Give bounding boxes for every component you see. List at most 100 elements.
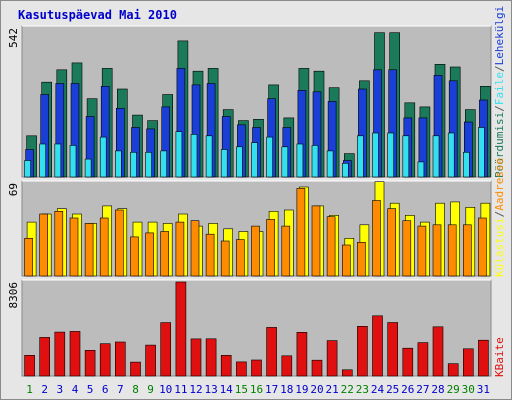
x-tick-label-day-17: 17 bbox=[265, 383, 278, 396]
bar-kbytes-day-13 bbox=[205, 338, 217, 377]
bar-files-day-13 bbox=[205, 135, 213, 178]
x-tick-label-day-14: 14 bbox=[220, 383, 234, 396]
bar-files-day-6 bbox=[99, 136, 107, 178]
bar-files-day-23 bbox=[357, 135, 364, 178]
x-tick-label-day-9: 9 bbox=[147, 383, 154, 396]
bar-sites-day-30 bbox=[462, 224, 472, 277]
x-tick-label-day-20: 20 bbox=[310, 383, 323, 396]
legend-top: Pöördumisi/Faile/Lehekülgi bbox=[493, 6, 506, 178]
bar-sites-day-31 bbox=[478, 217, 487, 277]
bar-kbytes-day-11 bbox=[175, 281, 187, 377]
bar-files-day-28 bbox=[432, 135, 440, 178]
bar-files-day-1 bbox=[24, 160, 31, 178]
x-tick-label-day-26: 26 bbox=[401, 383, 414, 396]
bar-kbytes-day-4 bbox=[69, 331, 81, 377]
bar-sites-day-6 bbox=[99, 217, 109, 277]
bar-files-day-30 bbox=[462, 152, 470, 178]
bar-sites-day-2 bbox=[39, 213, 49, 277]
bar-kbytes-day-8 bbox=[130, 361, 141, 377]
bar-kbytes-day-21 bbox=[326, 340, 338, 377]
bar-files-day-31 bbox=[478, 127, 485, 178]
bar-kbytes-day-5 bbox=[84, 349, 96, 377]
bar-files-day-19 bbox=[296, 143, 304, 178]
bar-sites-day-12 bbox=[190, 220, 200, 277]
bar-files-day-11 bbox=[175, 131, 183, 178]
bar-files-day-14 bbox=[220, 149, 228, 178]
bar-sites-day-26 bbox=[402, 220, 412, 277]
legend-item: Pöördumisi bbox=[493, 112, 506, 178]
bar-files-day-12 bbox=[190, 134, 198, 178]
x-tick-label-day-29: 29 bbox=[447, 383, 460, 396]
x-tick-label-day-12: 12 bbox=[189, 383, 202, 396]
bar-sites-day-8 bbox=[130, 236, 139, 277]
bar-files-day-5 bbox=[84, 158, 92, 178]
bar-sites-day-29 bbox=[447, 224, 457, 277]
bar-kbytes-day-26 bbox=[402, 347, 414, 377]
bar-files-day-10 bbox=[160, 150, 167, 178]
x-tick-label-day-27: 27 bbox=[416, 383, 429, 396]
x-tick-label-day-18: 18 bbox=[280, 383, 293, 396]
bar-files-day-29 bbox=[447, 132, 455, 178]
bar-files-day-3 bbox=[54, 143, 62, 178]
bar-kbytes-day-20 bbox=[311, 359, 323, 377]
bar-kbytes-day-15 bbox=[236, 361, 247, 377]
bar-kbytes-day-17 bbox=[266, 327, 277, 377]
bar-sites-day-15 bbox=[236, 239, 245, 277]
bar-sites-day-14 bbox=[220, 240, 230, 277]
bar-kbytes-day-27 bbox=[417, 342, 429, 377]
bar-kbytes-day-24 bbox=[372, 315, 383, 377]
bar-files-day-15 bbox=[236, 146, 243, 178]
bar-kbytes-day-30 bbox=[462, 348, 474, 377]
bar-kbytes-day-19 bbox=[296, 331, 308, 377]
legend-item: Lehekülgi bbox=[493, 6, 506, 66]
bar-files-day-22 bbox=[341, 163, 349, 178]
bar-sites-day-28 bbox=[432, 224, 442, 277]
bar-sites-day-13 bbox=[205, 233, 215, 277]
bar-sites-day-22 bbox=[341, 244, 351, 277]
legend-item: KBaite bbox=[493, 337, 506, 377]
chart-title: Kasutuspäevad Mai 2010 bbox=[18, 8, 177, 22]
bar-sites-day-16 bbox=[251, 225, 260, 277]
x-tick-label-day-21: 21 bbox=[325, 383, 338, 396]
bar-files-day-27 bbox=[417, 161, 425, 178]
x-tick-label-day-25: 25 bbox=[386, 383, 399, 396]
y-max-label-2: 69 bbox=[7, 183, 20, 196]
x-tick-label-day-31: 31 bbox=[477, 383, 490, 396]
bar-sites-day-27 bbox=[417, 225, 427, 277]
bar-kbytes-day-16 bbox=[251, 359, 262, 377]
bar-kbytes-day-22 bbox=[341, 369, 353, 377]
bar-files-day-20 bbox=[311, 145, 319, 178]
bar-sites-day-19 bbox=[296, 188, 306, 277]
bar-files-day-18 bbox=[281, 146, 289, 178]
x-tick-label-day-6: 6 bbox=[102, 383, 109, 396]
bar-kbytes-day-3 bbox=[54, 331, 66, 377]
bar-kbytes-day-6 bbox=[99, 343, 111, 377]
x-tick-label-day-22: 22 bbox=[341, 383, 354, 396]
bar-sites-day-23 bbox=[357, 242, 366, 277]
legend-item: Külastusi bbox=[493, 217, 506, 277]
x-tick-label-day-3: 3 bbox=[56, 383, 63, 396]
bar-files-day-4 bbox=[69, 145, 77, 178]
bar-sites-day-18 bbox=[281, 225, 291, 277]
bar-sites-day-11 bbox=[175, 221, 185, 277]
bar-files-day-25 bbox=[387, 132, 395, 178]
bar-sites-day-3 bbox=[54, 211, 64, 277]
bar-kbytes-day-10 bbox=[160, 322, 171, 377]
bar-kbytes-day-28 bbox=[432, 326, 444, 377]
bar-kbytes-day-9 bbox=[145, 344, 156, 377]
x-tick-label-day-24: 24 bbox=[371, 383, 385, 396]
x-tick-label-day-15: 15 bbox=[235, 383, 248, 396]
bar-kbytes-day-1 bbox=[24, 354, 35, 377]
bar-sites-day-17 bbox=[266, 219, 275, 277]
x-tick-label-day-1: 1 bbox=[26, 383, 33, 396]
bar-files-day-17 bbox=[266, 136, 273, 178]
legend-bottom: KBaite bbox=[493, 337, 506, 377]
legend-middle: Külastusi/Aadresse bbox=[493, 158, 506, 277]
bar-sites-day-7 bbox=[115, 209, 124, 277]
bar-sites-day-10 bbox=[160, 231, 169, 277]
x-tick-label-day-28: 28 bbox=[431, 383, 444, 396]
legend-item: Faile bbox=[493, 72, 506, 105]
bar-kbytes-day-29 bbox=[447, 363, 459, 377]
bar-files-day-2 bbox=[39, 143, 47, 178]
bar-kbytes-day-14 bbox=[220, 354, 232, 377]
